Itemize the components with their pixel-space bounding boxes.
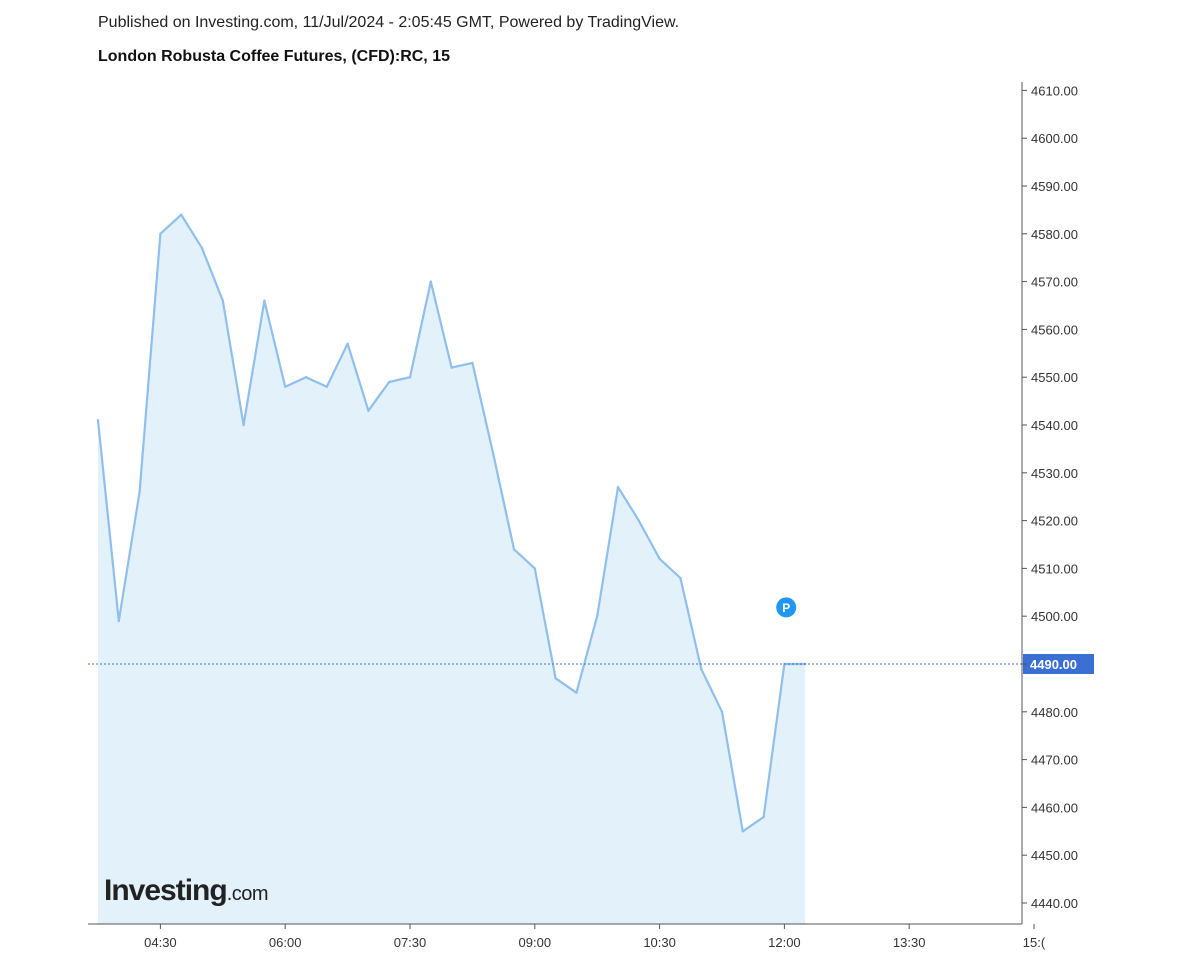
marker-layer: P <box>776 597 797 618</box>
data-point <box>554 677 557 680</box>
data-point <box>762 815 765 819</box>
investing-logo: Investing.com <box>104 874 269 908</box>
y-tick-label: 4460.00 <box>1031 800 1078 815</box>
data-point <box>450 366 453 369</box>
y-tick-label: 4520.00 <box>1031 514 1078 529</box>
data-point <box>429 280 432 283</box>
data-point <box>388 380 391 384</box>
y-tick-label: 4610.00 <box>1031 83 1078 98</box>
data-point <box>658 557 661 560</box>
data-point <box>512 548 516 551</box>
y-tick-label: 4480.00 <box>1031 705 1078 720</box>
y-tick-label: 4530.00 <box>1031 466 1078 481</box>
axis-layer: 4440.00 4450.00 4460.00 4470.00 4480.00 4500.… <box>88 82 1078 950</box>
y-tick-label: 4550.00 <box>1031 370 1078 385</box>
data-point <box>533 567 536 570</box>
data-point <box>471 361 474 365</box>
data-point <box>346 342 349 345</box>
x-tick-label: 06:00 <box>269 935 302 950</box>
y-tick-label: 4510.00 <box>1031 561 1078 576</box>
data-point <box>263 299 266 302</box>
data-point <box>304 376 308 379</box>
x-tick-label: 09:00 <box>519 935 552 950</box>
data-point <box>637 519 640 522</box>
data-point <box>679 576 682 580</box>
data-point <box>596 615 599 618</box>
y-tick-label: 4590.00 <box>1031 179 1078 194</box>
published-note: Published on Investing.com, 11/Jul/2024 … <box>98 14 680 31</box>
data-point <box>117 619 121 623</box>
data-point <box>221 299 224 302</box>
data-point <box>741 830 744 833</box>
current-price-layer: 4490.00 <box>88 654 1094 674</box>
x-tick-label: 13:30 <box>893 935 926 950</box>
y-tick-label: 4560.00 <box>1031 322 1078 337</box>
x-tick-label: 07:30 <box>394 935 427 950</box>
data-point <box>575 691 578 694</box>
data-point <box>180 213 183 216</box>
data-point <box>367 409 370 412</box>
data-point <box>616 485 620 489</box>
data-point <box>408 376 412 379</box>
x-tick-label: 12:00 <box>768 935 801 950</box>
event-marker-label: P <box>782 601 790 615</box>
y-tick-label: 4440.00 <box>1031 896 1078 911</box>
y-tick-label: 4580.00 <box>1031 227 1078 242</box>
y-tick-label: 4450.00 <box>1031 848 1078 863</box>
y-tick-label: 4500.00 <box>1031 609 1078 624</box>
logo-suffix-text: .com <box>226 883 269 905</box>
logo-main-text: Investing <box>104 874 228 907</box>
data-point <box>700 667 703 670</box>
y-tick-label: 4570.00 <box>1031 275 1078 290</box>
event-marker-icon[interactable] <box>776 597 797 618</box>
y-tick-label: 4540.00 <box>1031 418 1078 433</box>
current-price-label-bg <box>1023 654 1094 674</box>
data-point <box>242 423 245 427</box>
x-tick-label: 04:30 <box>144 935 177 950</box>
chart-title: London Robusta Coffee Futures, (CFD):RC,… <box>98 48 450 65</box>
x-tick-label: 15:( <box>1023 935 1046 950</box>
data-point <box>284 385 287 388</box>
y-tick-label: 4470.00 <box>1031 753 1078 768</box>
data-point <box>325 385 328 388</box>
data-point <box>720 710 724 713</box>
current-price-label: 4490.00 <box>1030 657 1077 672</box>
x-tick-label: 10:30 <box>643 935 676 950</box>
data-point <box>200 246 204 250</box>
data-point <box>492 452 495 455</box>
data-point <box>138 490 141 494</box>
price-area-fill <box>98 214 806 924</box>
y-tick-label: 4600.00 <box>1031 131 1078 146</box>
data-point <box>159 232 162 235</box>
area-layer <box>96 213 807 924</box>
data-point <box>96 419 100 422</box>
